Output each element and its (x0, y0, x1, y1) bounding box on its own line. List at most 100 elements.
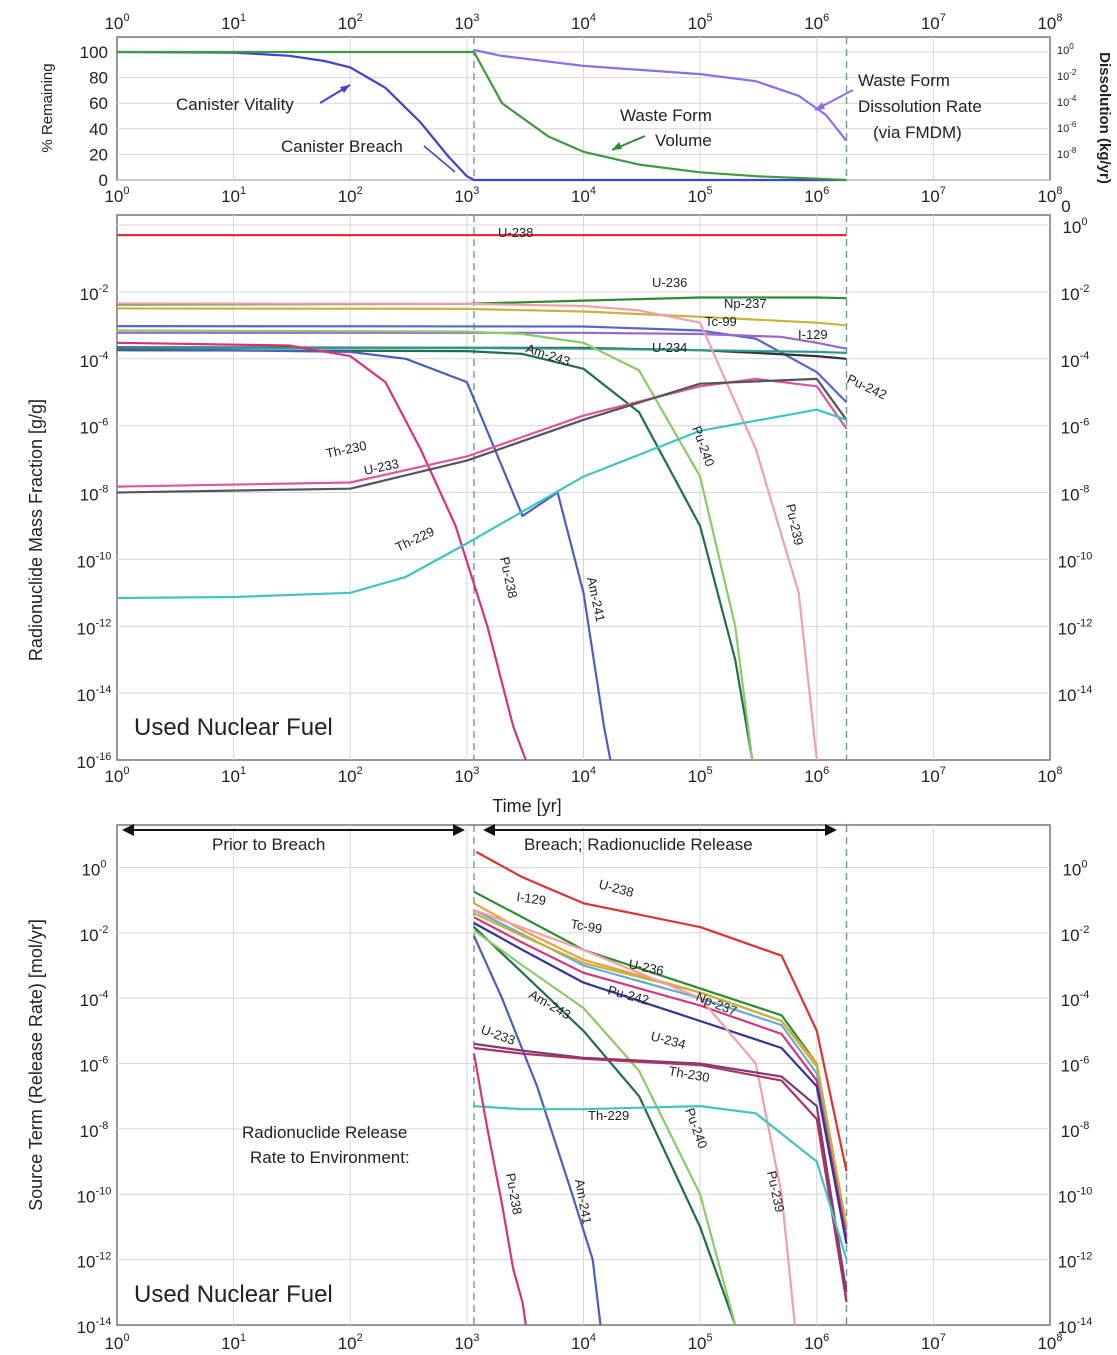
arrowhead (122, 824, 134, 836)
x-tick-label: 105 (688, 765, 713, 786)
y2-tick-label: 10-8 (1061, 1120, 1090, 1141)
curve-label-th-230: Th-230 (325, 438, 368, 461)
series-np-237 (473, 912, 848, 1228)
curve-label-u-233: U-233 (479, 1022, 517, 1048)
curve-label-th-230: Th-230 (667, 1063, 710, 1085)
y2-tick-label: 10-2 (1057, 68, 1077, 83)
y-tick-label: 10-16 (77, 751, 112, 772)
series-u-233 (473, 1042, 848, 1293)
curve-label-am-243: Am-243 (524, 341, 572, 369)
x-tick-label: 103 (454, 765, 479, 786)
y-tick-label: 10-10 (77, 1185, 112, 1206)
annotation-prior-to-breach: Prior to Breach (212, 835, 325, 854)
series-pu-239 (116, 302, 818, 761)
arrowhead (825, 824, 837, 836)
y2-tick-label: 10-6 (1061, 417, 1090, 438)
curve-label-pu-238: Pu-238 (503, 1172, 525, 1216)
x-tick-label: 106 (804, 1332, 829, 1353)
y-tick-label: 100 (80, 43, 108, 62)
x-tick-label: 107 (921, 185, 946, 206)
y-tick-label: 10-14 (77, 684, 112, 705)
curve-label-u-236: U-236 (652, 275, 687, 290)
y-tick-label: 10-8 (80, 484, 109, 505)
y2-tick-label: 10-8 (1061, 484, 1090, 505)
annotation-release-rate: Radionuclide Release (242, 1123, 407, 1142)
annotation-breach-release: Breach; Radionuclide Release (524, 835, 753, 854)
annotation-volume: Volume (655, 131, 712, 150)
y2-tick-label: 10-2 (1061, 924, 1090, 945)
curve-label-pu-240: Pu-240 (689, 424, 717, 469)
series-i-129 (117, 331, 847, 350)
series-am-241 (472, 935, 602, 1326)
series-th-230 (473, 1046, 848, 1303)
y2-tick-label: 10-4 (1061, 989, 1090, 1010)
arrowhead (340, 85, 350, 93)
x-tick-label: 101 (221, 1332, 246, 1353)
corner-label: 0 (1061, 197, 1070, 216)
x-tick-label: 101 (221, 185, 246, 206)
x-tick-label-top: 106 (804, 12, 829, 33)
y2-tick-label: 100 (1062, 858, 1087, 879)
x-tick-label: 108 (1037, 1332, 1062, 1353)
curve-label-tc-99: Tc-99 (705, 314, 737, 329)
inset-label: Used Nuclear Fuel (134, 1281, 333, 1308)
x-tick-label: 102 (338, 765, 363, 786)
y-tick-label: 10-12 (77, 1251, 112, 1272)
x-tick-label: 106 (804, 765, 829, 786)
y2-tick-label: 10-12 (1058, 617, 1093, 638)
y2-tick-label: 10-12 (1058, 1251, 1093, 1272)
x-tick-label: 100 (104, 1332, 129, 1353)
y2-tick-label: 100 (1062, 216, 1087, 237)
y-tick-label: 10-4 (80, 989, 109, 1010)
x-tick-label: 104 (571, 185, 596, 206)
curve-label-i-129: I-129 (798, 327, 828, 342)
curve-label-u-234: U-234 (649, 1028, 687, 1052)
x-tick-label: 101 (221, 765, 246, 786)
y-tick-label: 10-8 (80, 1120, 109, 1141)
x-tick-label: 105 (688, 1332, 713, 1353)
series-pu-239 (473, 908, 796, 1326)
y2-tick-label: 10-4 (1061, 350, 1090, 371)
annotation-dissolution-rate: Dissolution Rate (858, 97, 982, 116)
panel-top: 100 100 101 101 102 102 103 103 104 104 105 105 106 1… (39, 12, 1113, 216)
annotation-leader (423, 145, 456, 173)
x-tick-label: 102 (338, 185, 363, 206)
y2-tick-label: 10-14 (1058, 684, 1093, 705)
y-tick-label: 10-4 (80, 350, 109, 371)
x-tick-label: 107 (921, 765, 946, 786)
curve-label-u-236: U-236 (627, 956, 665, 978)
y-axis-label: Source Term (Release Rate) [mol/yr] (26, 919, 46, 1211)
y-tick-label: 20 (89, 145, 108, 164)
curve-label-u-234: U-234 (652, 340, 687, 355)
annotation-waste-form: Waste Form (620, 106, 712, 125)
x-tick-label: 106 (804, 185, 829, 206)
y-tick-label: 0 (99, 171, 108, 190)
x-tick-label: 103 (454, 1332, 479, 1353)
x-tick-label: 103 (454, 185, 479, 206)
series-u-238 (475, 850, 848, 1172)
y-tick-label: 10-14 (77, 1316, 112, 1337)
curve-label-pu-238: Pu-238 (497, 556, 520, 600)
y-tick-label: 10-12 (77, 617, 112, 638)
series-pu-238 (116, 341, 527, 761)
curve-label-u-238: U-238 (498, 225, 533, 240)
curve-label-u-233: U-233 (363, 456, 401, 478)
x-tick-label-top: 102 (338, 12, 363, 33)
y-tick-label: 80 (89, 69, 108, 88)
y2-tick-label: 10-4 (1057, 94, 1077, 109)
annotation-waste-form-dissolution: Waste Form (858, 71, 950, 90)
x-axis-label: Time [yr] (492, 796, 561, 816)
curve-label-am-243: Am-243 (527, 987, 574, 1023)
y-axis-label: Radionuclide Mass Fraction [g/g] (26, 399, 46, 661)
x-tick-label: 100 (104, 185, 129, 206)
y2-axis-label: Dissolution (kg/yr) (1096, 52, 1113, 184)
series-am-243 (116, 349, 754, 761)
y-tick-label: 100 (81, 858, 106, 879)
series-u-234 (117, 346, 847, 354)
curve-label-tc-99: Tc-99 (569, 916, 603, 936)
curve-label-pu-240: Pu-240 (682, 1106, 710, 1151)
x-tick-label-top: 103 (454, 12, 479, 33)
x-tick-label-top: 105 (688, 12, 713, 33)
y-tick-label: 10-10 (77, 550, 112, 571)
